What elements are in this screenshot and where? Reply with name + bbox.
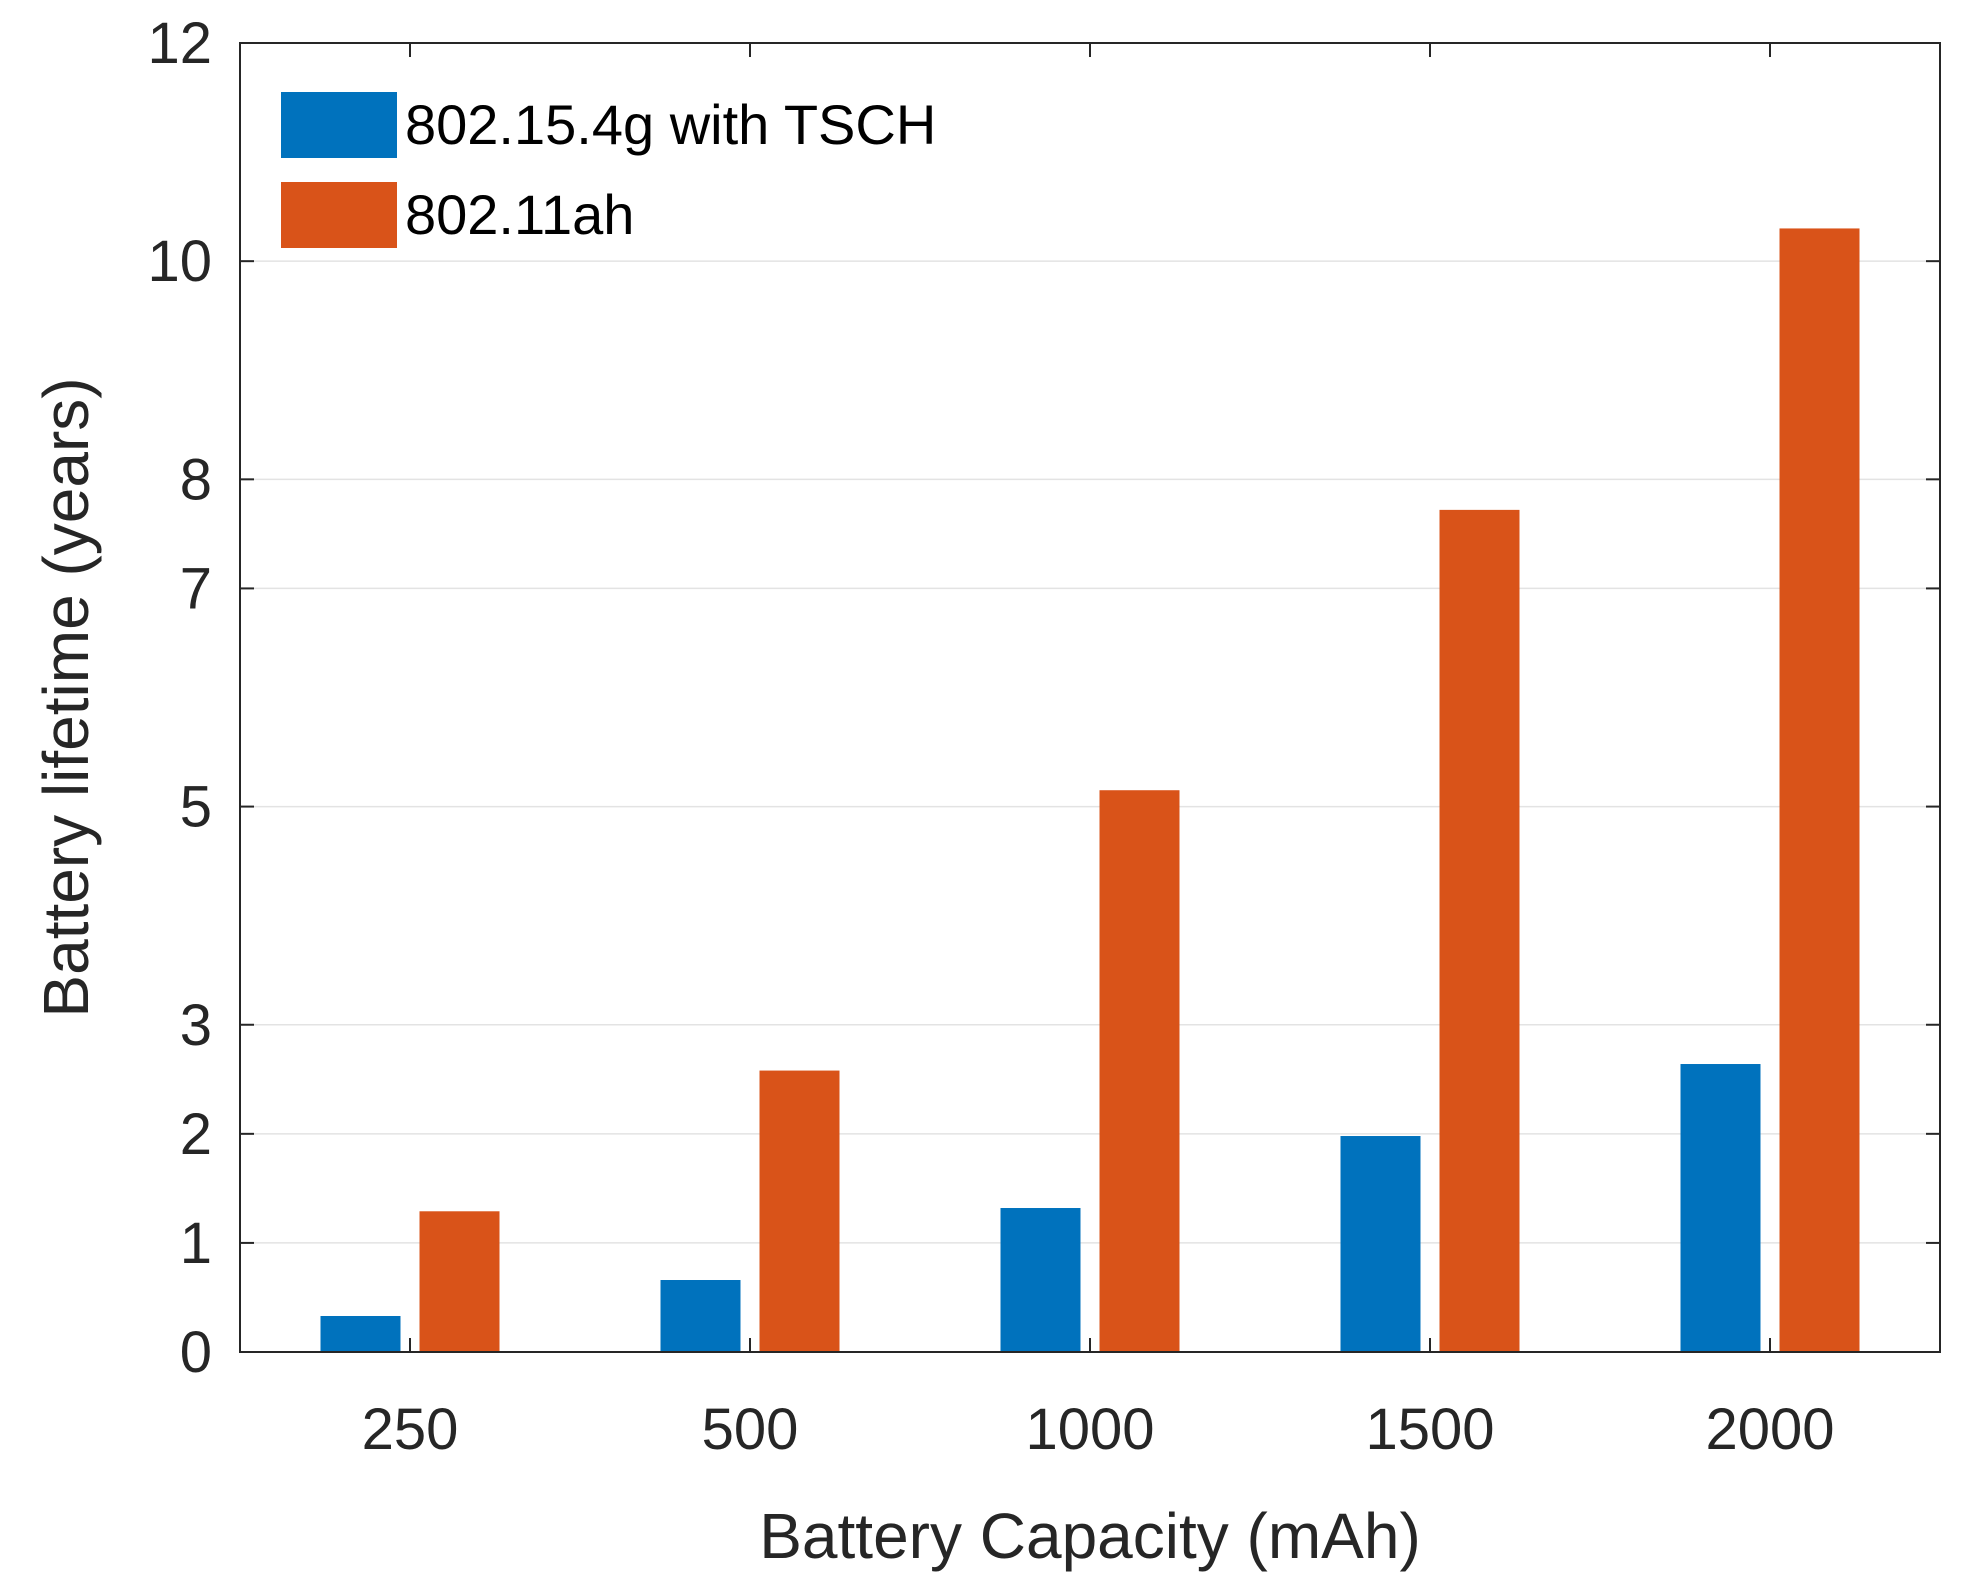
bar-802-15-4g	[1680, 1064, 1761, 1352]
y-tick-label: 8	[180, 447, 212, 512]
legend-swatch-802-15-4g	[281, 92, 397, 158]
y-tick-label: 2	[180, 1102, 212, 1167]
y-tick-label: 0	[180, 1320, 212, 1385]
bar-802-11ah	[1779, 228, 1860, 1353]
bars	[320, 228, 1860, 1353]
bar-802-11ah	[759, 1070, 840, 1352]
x-tick-label: 1000	[1025, 1397, 1154, 1462]
x-tick-label: 250	[362, 1397, 459, 1462]
y-tick-label: 1	[180, 1211, 212, 1276]
legend-label-802-11ah: 802.11ah	[405, 183, 634, 246]
bar-802-15-4g	[1340, 1136, 1421, 1352]
legend-swatch-802-11ah	[281, 182, 397, 248]
x-tick-label: 500	[702, 1397, 799, 1462]
bar-802-11ah	[1099, 790, 1180, 1352]
x-tick-label: 1500	[1365, 1397, 1494, 1462]
bar-802-15-4g	[320, 1316, 401, 1352]
bar-802-11ah	[419, 1211, 500, 1352]
y-tick-label: 12	[147, 11, 212, 76]
bar-802-11ah	[1439, 509, 1520, 1352]
x-axis-ticks: 250 500 1000 1500 2000	[362, 43, 1835, 1462]
x-tick-label: 2000	[1705, 1397, 1834, 1462]
y-axis-title: Battery lifetime (years)	[30, 377, 102, 1017]
y-tick-label: 5	[180, 775, 212, 840]
legend-label-802-15-4g: 802.15.4g with TSCH	[405, 93, 936, 156]
bar-802-15-4g	[1000, 1208, 1081, 1352]
gridlines	[240, 260, 1940, 1244]
y-tick-label: 7	[180, 556, 212, 621]
y-tick-label: 10	[147, 229, 212, 294]
y-tick-label: 3	[180, 993, 212, 1058]
x-axis-title: Battery Capacity (mAh)	[759, 1500, 1421, 1572]
legend: 802.15.4g with TSCH 802.11ah	[281, 92, 936, 248]
bar-802-15-4g	[660, 1280, 741, 1352]
